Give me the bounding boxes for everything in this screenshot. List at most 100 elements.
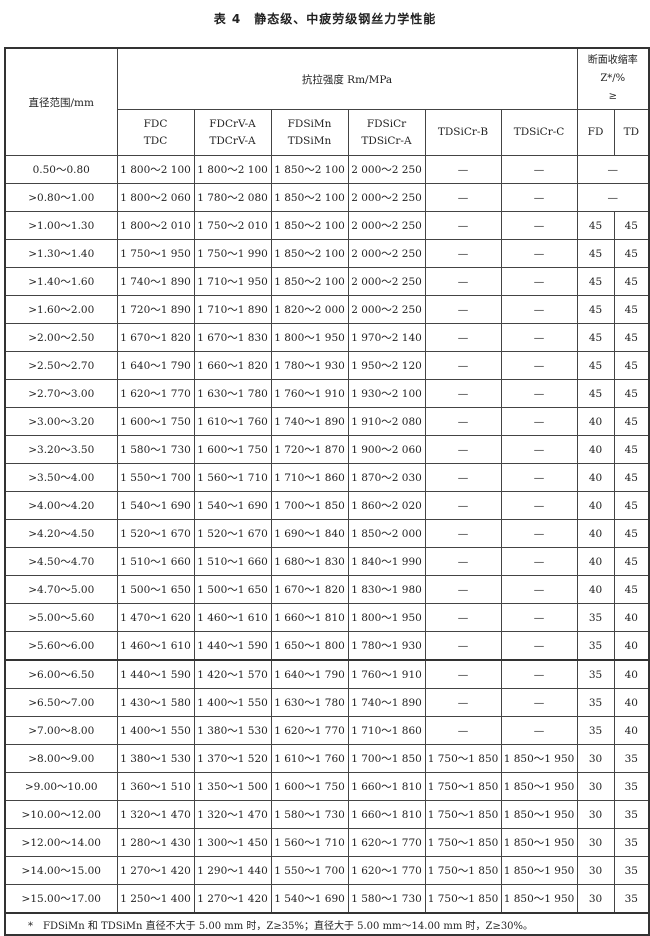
diameter-cell: >4.70～5.00: [4, 575, 118, 604]
diameter-cell: >4.20～4.50: [4, 519, 118, 548]
value-cell: 1 680～1 830: [270, 547, 349, 576]
value-cell: 1 850～2 100: [270, 183, 349, 212]
value-cell: 1 820～2 000: [270, 295, 349, 324]
value-cell: 1 620～1 770: [347, 856, 426, 885]
header-grade: TDSiCr-B: [424, 109, 502, 156]
value-cell: 45: [613, 547, 650, 576]
diameter-cell: >2.00～2.50: [4, 323, 118, 352]
table-row: >1.00～1.30 1 800～2 010 1 750～2 010 1 850～2 …: [4, 211, 650, 240]
header-grade: FDSiMn TDSiMn: [270, 109, 349, 156]
value-cell: 1 620～1 770: [347, 828, 426, 857]
value-cell: 1 470～1 620: [116, 603, 195, 632]
value-cell: 1 440～1 590: [193, 631, 272, 661]
value-cell: 35: [576, 631, 615, 661]
value-cell: —: [500, 491, 578, 520]
value-cell: 1 750～2 010: [193, 211, 272, 240]
value-cell: 1 850～2 100: [270, 211, 349, 240]
diameter-cell: >14.00～15.00: [4, 856, 118, 885]
value-cell: 2 000～2 250: [347, 211, 426, 240]
table-row: >5.00～5.60 1 470～1 620 1 460～1 610 1 660～1 …: [4, 603, 650, 632]
reduction-label: 断面收缩率: [587, 55, 638, 66]
value-cell: 1 700～1 850: [347, 744, 426, 773]
value-cell: 1 740～1 890: [116, 267, 195, 296]
diameter-cell: >15.00～17.00: [4, 884, 118, 914]
table-row: >4.50～4.70 1 510～1 660 1 510～1 660 1 680～1 …: [4, 547, 650, 576]
value-cell: 1 460～1 610: [116, 631, 195, 661]
value-cell: 1 630～1 780: [193, 379, 272, 408]
value-cell: —: [500, 547, 578, 576]
grade-label: TDCrV-A: [209, 134, 256, 147]
value-cell: 1 360～1 510: [116, 772, 195, 801]
value-cell: 1 830～1 980: [347, 575, 426, 604]
grade-label: TDSiCr-B: [437, 126, 489, 138]
value-cell: 30: [576, 800, 615, 829]
value-cell: 1 500～1 650: [116, 575, 195, 604]
value-cell: 1 660～1 810: [270, 603, 349, 632]
table-row: >1.30～1.40 1 750～1 950 1 750～1 990 1 850～2 …: [4, 239, 650, 268]
value-cell: 2 000～2 250: [347, 155, 426, 184]
value-cell: 1 350～1 500: [193, 772, 272, 801]
value-cell: 2 000～2 250: [347, 295, 426, 324]
value-cell: 1 440～1 590: [116, 659, 195, 689]
value-cell: 1 800～1 950: [347, 603, 426, 632]
value-cell: 1 690～1 840: [270, 519, 349, 548]
value-cell: 1 740～1 890: [270, 407, 349, 436]
value-cell: 1 500～1 650: [193, 575, 272, 604]
value-cell: 40: [613, 603, 650, 632]
value-cell: —: [500, 183, 578, 212]
value-cell: 1 950～2 120: [347, 351, 426, 380]
value-cell: 1 660～1 810: [347, 772, 426, 801]
value-cell: 1 750～1 850: [424, 744, 502, 773]
value-cell: 1 380～1 530: [116, 744, 195, 773]
value-cell: 45: [576, 379, 615, 408]
value-cell: 1 700～1 850: [270, 491, 349, 520]
value-cell: 45: [613, 295, 650, 324]
value-cell: 1 850～2 000: [347, 519, 426, 548]
diameter-cell: >2.70～3.00: [4, 379, 118, 408]
value-cell: 45: [613, 267, 650, 296]
value-cell: 35: [613, 772, 650, 801]
value-cell: 1 670～1 820: [270, 575, 349, 604]
value-cell: 45: [576, 239, 615, 268]
table-row: >14.00～15.00 1 270～1 420 1 290～1 440 1 550～…: [4, 856, 650, 885]
diameter-cell: >1.30～1.40: [4, 239, 118, 268]
diameter-cell: >5.60～6.00: [4, 631, 118, 661]
value-cell: 1 540～1 690: [270, 884, 349, 914]
diameter-cell: >1.40～1.60: [4, 267, 118, 296]
value-cell: 30: [576, 856, 615, 885]
value-cell: 1 620～1 770: [116, 379, 195, 408]
value-cell: 1 750～1 950: [116, 239, 195, 268]
value-cell: 1 430～1 580: [116, 688, 195, 717]
value-cell: 1 800～2 060: [116, 183, 195, 212]
value-cell: 1 270～1 420: [193, 884, 272, 914]
table-row: >4.20～4.50 1 520～1 670 1 520～1 670 1 690～1 …: [4, 519, 650, 548]
value-cell: 35: [576, 716, 615, 745]
grade-label: TDSiMn: [287, 134, 332, 147]
diameter-cell: >4.50～4.70: [4, 547, 118, 576]
value-cell: 1 850～2 100: [270, 239, 349, 268]
value-cell: —: [424, 323, 502, 352]
value-cell: 35: [576, 603, 615, 632]
value-cell: 1 760～1 910: [347, 659, 426, 689]
diameter-cell: >2.50～2.70: [4, 351, 118, 380]
value-cell: 1 870～2 030: [347, 463, 426, 492]
reduction-unit: Z*/%: [600, 73, 626, 84]
value-cell: 35: [576, 659, 615, 689]
header-grade: TDSiCr-C: [500, 109, 578, 156]
value-cell: —: [424, 547, 502, 576]
mechanical-properties-table: 直径范围/mm 抗拉强度 Rm/MPa 断面收缩率 Z*/% ≥ FDC TDC F…: [4, 47, 650, 936]
value-cell: 1 270～1 420: [116, 856, 195, 885]
value-cell: —: [500, 435, 578, 464]
value-cell: 35: [613, 856, 650, 885]
value-cell: 1 580～1 730: [347, 884, 426, 914]
grade-label: FDSiCr: [366, 117, 407, 130]
value-cell: 1 740～1 890: [347, 688, 426, 717]
value-cell: —: [500, 659, 578, 689]
value-cell: —: [500, 155, 578, 184]
header-reduction-of-area: 断面收缩率 Z*/% ≥: [576, 47, 650, 110]
value-cell: 1 650～1 800: [270, 631, 349, 661]
value-cell: 1 800～2 100: [116, 155, 195, 184]
grade-label: TDSiCr-C: [513, 126, 565, 138]
grade-label: TDSiCr-A: [361, 134, 412, 147]
header-grade: FDCrV-A TDCrV-A: [193, 109, 272, 156]
